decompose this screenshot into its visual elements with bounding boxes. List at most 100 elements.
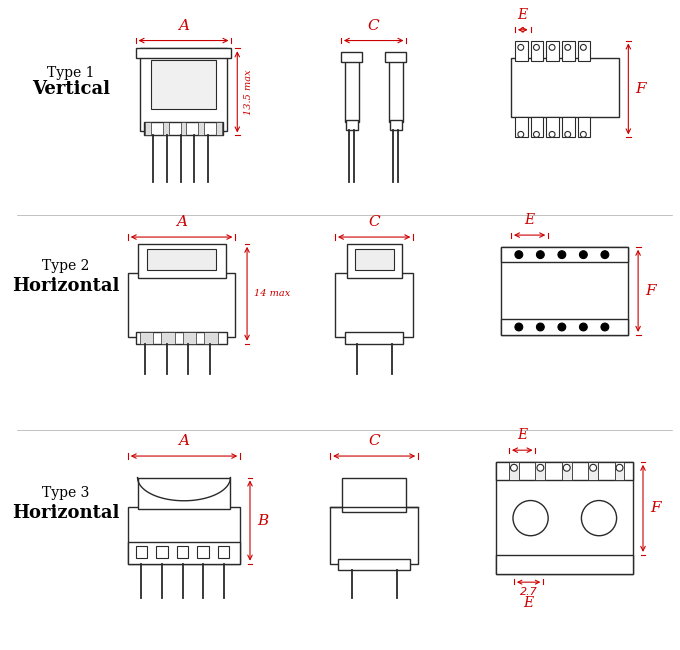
Bar bbox=[330, 507, 418, 564]
Bar bbox=[515, 117, 528, 137]
Bar bbox=[218, 546, 229, 558]
Bar bbox=[148, 249, 216, 270]
Bar bbox=[496, 555, 633, 575]
Circle shape bbox=[579, 251, 588, 259]
Bar bbox=[135, 546, 148, 558]
Circle shape bbox=[534, 131, 539, 137]
Bar bbox=[198, 122, 204, 135]
Bar bbox=[385, 52, 407, 62]
Circle shape bbox=[518, 44, 524, 50]
Bar bbox=[128, 273, 235, 337]
Bar bbox=[345, 332, 403, 344]
Circle shape bbox=[518, 131, 524, 137]
Circle shape bbox=[581, 44, 586, 50]
Bar bbox=[137, 478, 231, 509]
Text: E: E bbox=[524, 213, 534, 228]
Circle shape bbox=[537, 323, 544, 331]
Circle shape bbox=[616, 464, 623, 471]
Circle shape bbox=[601, 251, 609, 259]
Text: E: E bbox=[517, 428, 527, 443]
Text: Type 2: Type 2 bbox=[42, 259, 90, 274]
Bar bbox=[546, 117, 559, 137]
Circle shape bbox=[515, 251, 523, 259]
Text: F: F bbox=[650, 501, 660, 515]
Bar bbox=[588, 462, 598, 480]
Bar bbox=[535, 462, 545, 480]
Bar bbox=[354, 249, 394, 270]
Bar bbox=[177, 546, 188, 558]
Circle shape bbox=[565, 44, 571, 50]
Text: Horizontal: Horizontal bbox=[12, 277, 120, 295]
Circle shape bbox=[563, 464, 570, 471]
Bar bbox=[511, 58, 619, 117]
Bar bbox=[161, 332, 175, 344]
Circle shape bbox=[558, 323, 566, 331]
Circle shape bbox=[534, 44, 539, 50]
Bar bbox=[509, 462, 519, 480]
Text: Vertical: Vertical bbox=[32, 81, 110, 98]
Circle shape bbox=[549, 44, 555, 50]
Circle shape bbox=[581, 131, 586, 137]
Bar bbox=[577, 40, 590, 61]
Bar bbox=[530, 117, 543, 137]
Bar bbox=[182, 332, 197, 344]
Circle shape bbox=[565, 131, 571, 137]
Bar bbox=[144, 122, 222, 135]
Bar bbox=[496, 462, 633, 480]
Bar bbox=[151, 60, 216, 109]
Bar bbox=[128, 507, 240, 564]
Bar bbox=[146, 122, 151, 135]
Text: C: C bbox=[369, 434, 380, 448]
Bar bbox=[562, 40, 575, 61]
Text: Type 3: Type 3 bbox=[42, 486, 90, 500]
Circle shape bbox=[515, 323, 523, 331]
Text: C: C bbox=[369, 215, 380, 229]
Circle shape bbox=[590, 464, 596, 471]
Text: E: E bbox=[524, 596, 534, 610]
Bar bbox=[345, 60, 358, 122]
Bar bbox=[577, 117, 590, 137]
Bar bbox=[204, 332, 218, 344]
Bar bbox=[128, 542, 240, 564]
Bar bbox=[546, 40, 559, 61]
Text: C: C bbox=[368, 19, 379, 32]
Circle shape bbox=[537, 464, 544, 471]
Text: Type 1: Type 1 bbox=[48, 66, 95, 80]
Bar bbox=[615, 462, 624, 480]
Bar bbox=[501, 247, 628, 263]
Bar bbox=[562, 117, 575, 137]
Text: Horizontal: Horizontal bbox=[12, 504, 120, 522]
Text: 2.7: 2.7 bbox=[520, 587, 537, 597]
Circle shape bbox=[537, 251, 544, 259]
Text: A: A bbox=[178, 434, 190, 448]
Bar bbox=[139, 48, 228, 131]
Bar bbox=[156, 546, 168, 558]
Bar bbox=[530, 40, 543, 61]
Text: A: A bbox=[176, 215, 187, 229]
Bar bbox=[347, 244, 401, 278]
Bar bbox=[501, 247, 628, 335]
Circle shape bbox=[511, 464, 517, 471]
Bar bbox=[515, 40, 528, 61]
Bar bbox=[181, 122, 186, 135]
Text: F: F bbox=[635, 82, 646, 96]
Bar bbox=[390, 120, 401, 129]
Bar bbox=[338, 559, 410, 571]
Bar bbox=[562, 462, 572, 480]
Text: B: B bbox=[257, 514, 268, 528]
Bar bbox=[163, 122, 169, 135]
Text: E: E bbox=[517, 8, 528, 22]
Bar bbox=[135, 332, 228, 344]
Circle shape bbox=[513, 500, 548, 536]
Bar bbox=[342, 478, 407, 512]
Bar bbox=[341, 52, 362, 62]
Bar bbox=[216, 122, 222, 135]
Bar bbox=[335, 273, 413, 337]
Bar bbox=[197, 546, 209, 558]
Text: A: A bbox=[178, 19, 189, 32]
Bar bbox=[346, 120, 358, 129]
Text: 13.5 max: 13.5 max bbox=[244, 69, 253, 114]
Circle shape bbox=[579, 323, 588, 331]
Bar bbox=[496, 462, 633, 575]
Circle shape bbox=[601, 323, 609, 331]
